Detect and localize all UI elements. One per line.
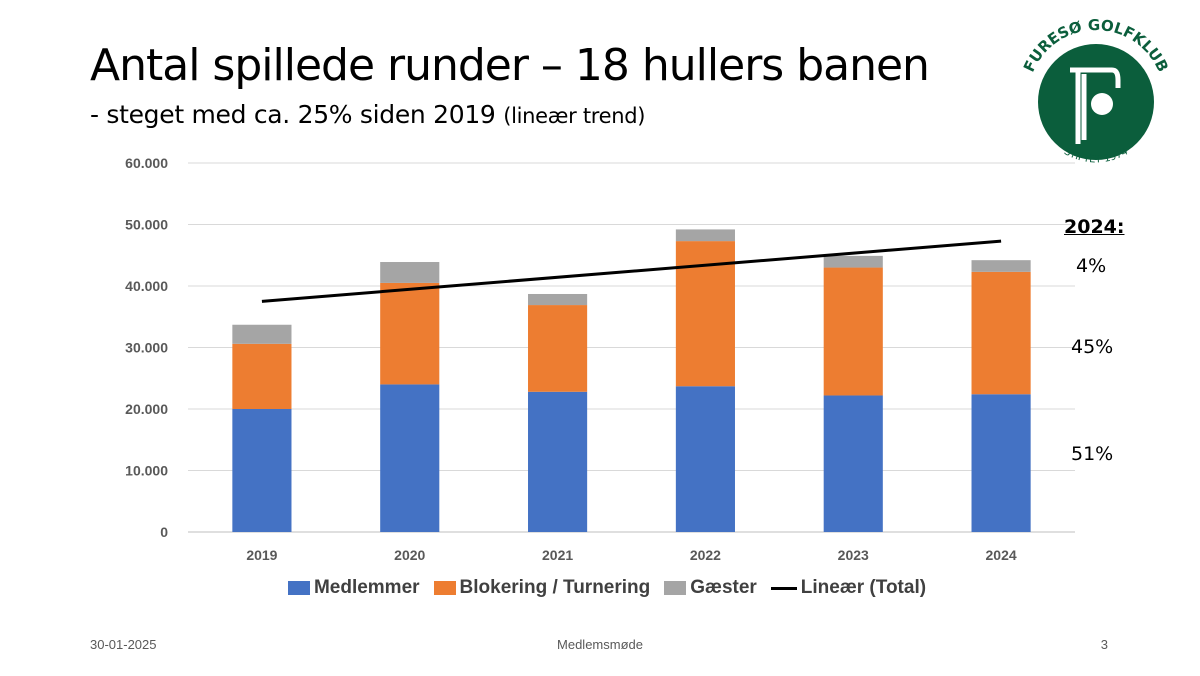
footer-title: Medlemsmøde xyxy=(557,637,643,652)
bar-segment-medlemmer xyxy=(232,409,292,532)
subtitle-note: (lineær trend) xyxy=(503,104,646,128)
bar-segment-gæster xyxy=(823,255,883,268)
subtitle-main: - steget med ca. 25% siden 2019 xyxy=(90,100,496,129)
trendline-path xyxy=(261,239,1002,303)
bar-segment-medlemmer xyxy=(823,395,883,532)
bar-segment-blokering-turnering xyxy=(528,305,588,392)
y-tick-label: 40.000 xyxy=(125,278,168,294)
legend-swatch-blokering xyxy=(433,581,456,595)
legend-item-gaester: Gæster xyxy=(664,577,757,599)
chart-gridlines xyxy=(188,162,1075,533)
legend-item-medlemmer: Medlemmer xyxy=(287,577,420,599)
x-axis: 2019 2020 2021 2022 2023 2024 xyxy=(246,547,1017,563)
annotation-gaester-share: 4% xyxy=(1076,255,1107,277)
x-tick-label: 2019 xyxy=(246,547,277,563)
legend-label-trendline: Lineær (Total) xyxy=(800,577,927,598)
bar-segment-blokering-turnering xyxy=(380,282,440,385)
bar-segment-blokering-turnering xyxy=(823,267,883,396)
bar-segment-medlemmer xyxy=(971,394,1031,532)
annotation-blokering-share: 45% xyxy=(1071,336,1114,358)
x-tick-label: 2020 xyxy=(394,547,425,563)
bar-segment-medlemmer xyxy=(675,386,735,532)
y-tick-label: 30.000 xyxy=(125,340,168,356)
bar-segment-gæster xyxy=(380,262,440,283)
bar-segment-blokering-turnering xyxy=(971,271,1031,395)
legend-swatch-medlemmer xyxy=(287,581,310,595)
legend-swatch-trendline xyxy=(770,586,797,590)
y-tick-label: 0 xyxy=(160,524,168,540)
bar-segment-gæster xyxy=(971,260,1031,272)
trendline xyxy=(261,239,1002,303)
chart-legend: Medlemmer Blokering / Turnering Gæster L… xyxy=(0,577,1200,599)
bar-segment-gæster xyxy=(232,324,292,344)
annotation-heading: 2024: xyxy=(1064,216,1125,238)
club-logo: FURESØ GOLFKLUB STIFTET 1974 xyxy=(1020,18,1172,166)
bar-segment-gæster xyxy=(528,293,588,306)
page-number: 3 xyxy=(1100,637,1108,652)
y-tick-label: 50.000 xyxy=(125,217,168,233)
x-tick-label: 2021 xyxy=(542,547,573,563)
legend-item-trendline: Lineær (Total) xyxy=(770,577,927,599)
y-tick-label: 60.000 xyxy=(125,155,168,171)
y-axis: 0 10.000 20.000 30.000 40.000 50.000 60.000 xyxy=(125,155,168,540)
x-tick-label: 2022 xyxy=(690,547,721,563)
y-tick-label: 20.000 xyxy=(125,401,168,417)
slide-subtitle: - steget med ca. 25% siden 2019 (lineær … xyxy=(90,100,645,129)
footer-date: 30-01-2025 xyxy=(90,637,157,652)
x-tick-label: 2024 xyxy=(986,547,1017,563)
x-tick-label: 2023 xyxy=(838,547,869,563)
y-tick-label: 10.000 xyxy=(125,463,168,479)
legend-label-blokering: Blokering / Turnering xyxy=(459,577,651,598)
bar-segment-gæster xyxy=(675,229,735,242)
chart-bars xyxy=(232,229,1031,532)
slide-title: Antal spillede runder – 18 hullers banen xyxy=(90,40,930,91)
legend-swatch-gaester xyxy=(664,581,687,595)
bar-segment-medlemmer xyxy=(380,384,440,532)
legend-item-blokering: Blokering / Turnering xyxy=(433,577,651,599)
bar-segment-blokering-turnering xyxy=(232,343,292,409)
golf-club-icon xyxy=(1070,67,1121,144)
legend-label-gaester: Gæster xyxy=(690,577,757,598)
annotation-medlemmer-share: 51% xyxy=(1071,443,1114,465)
legend-label-medlemmer: Medlemmer xyxy=(313,577,420,598)
bar-segment-medlemmer xyxy=(528,391,588,532)
golf-ball-icon xyxy=(1091,93,1113,115)
